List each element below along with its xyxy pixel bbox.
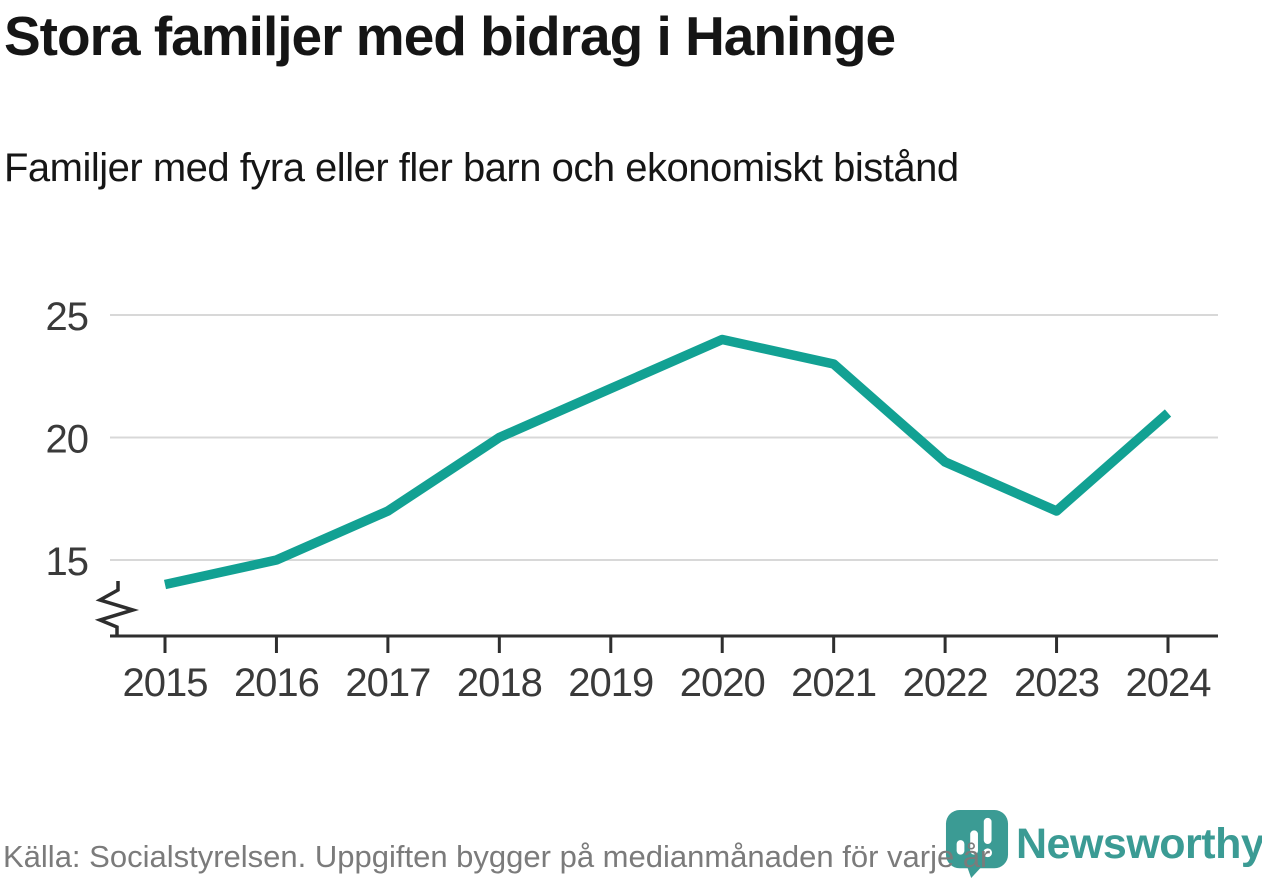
chart-subtitle: Familjer med fyra eller fler barn och ek… [4,146,959,190]
source-note: Källa: Socialstyrelsen. Uppgiften bygger… [3,839,991,874]
chart-title: Stora familjer med bidrag i Haninge [4,5,896,67]
x-tick-label: 2016 [234,661,319,705]
y-tick-label: 25 [46,295,89,339]
brand-name: Newsworthy [1016,819,1262,868]
x-tick-label: 2022 [903,661,988,705]
x-tick-label: 2018 [457,661,542,705]
x-tick-label: 2019 [568,661,653,705]
x-tick-label: 2020 [680,661,765,705]
x-tick-label: 2021 [791,661,876,705]
x-tick-label: 2017 [345,661,430,705]
axis-break-icon [94,581,140,636]
brand-logo: Newsworthy [945,809,1262,879]
y-tick-label: 20 [46,418,89,462]
x-tick-label: 2023 [1014,661,1099,705]
data-line [163,334,1172,590]
x-tick-label: 2024 [1126,661,1212,705]
x-tick-label: 2015 [123,661,208,705]
newsworthy-logo-icon [945,810,1009,878]
y-tick-label: 15 [46,540,89,584]
